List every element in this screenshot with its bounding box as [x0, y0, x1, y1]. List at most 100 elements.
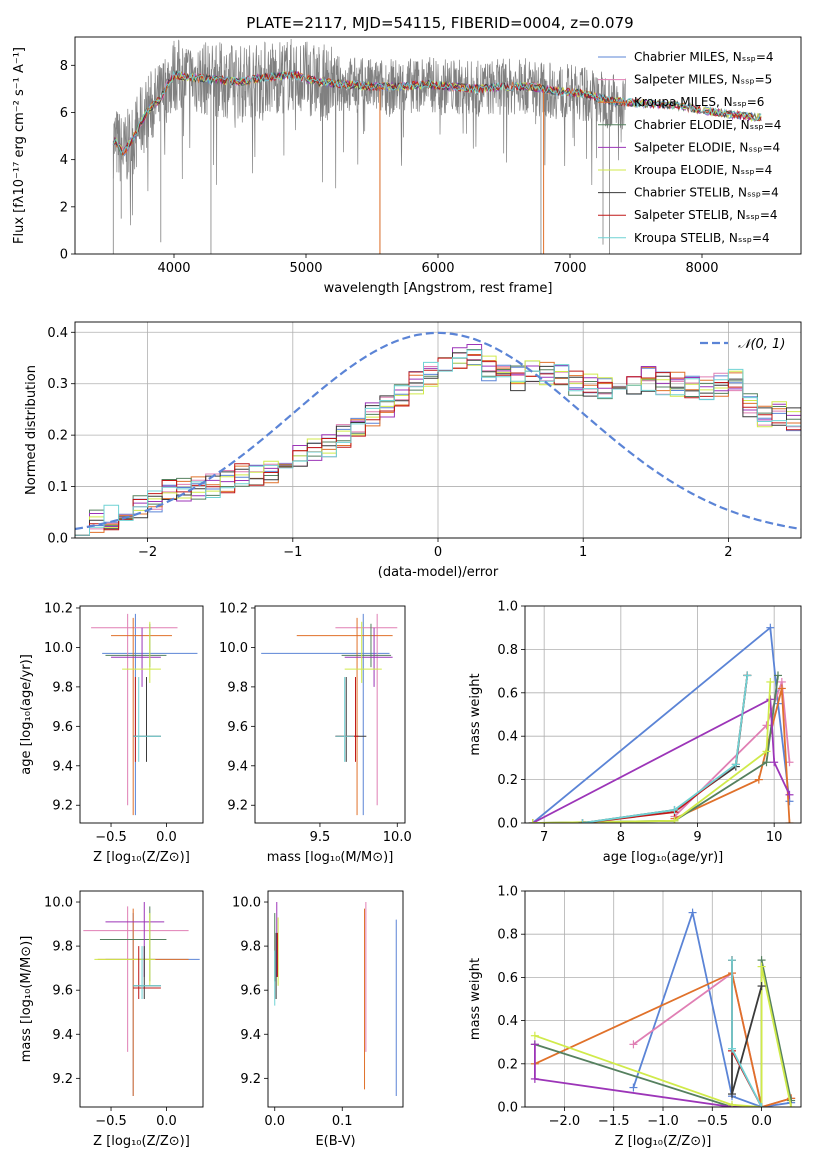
histogram-salpeter-elodie [75, 344, 801, 536]
y-tick-label: 9.6 [227, 720, 248, 735]
errorbar-plot [274, 902, 397, 1096]
series-line [731, 960, 763, 1095]
histogram-salpeter-stelib [75, 354, 801, 536]
x-tick-label: −1.0 [647, 1114, 679, 1129]
series-line [532, 625, 791, 823]
spectrum-legend: Chabrier MILES, Nₛₛₚ=4 Salpeter MILES, Nₛ… [598, 50, 781, 245]
y-tick-label: 9.4 [52, 759, 73, 774]
x-tick-label: −1 [283, 545, 302, 560]
x-tick-label: −2.0 [549, 1114, 581, 1129]
x-tick-label: 7 [540, 830, 548, 845]
y-tick-label: 9.8 [227, 680, 248, 695]
x-axis-label: E(B-V) [315, 1134, 355, 1149]
x-axis-label: Z [log₁₀(Z/Z⊙)] [615, 1134, 712, 1149]
errorbar-plot [261, 613, 398, 816]
y-tick-label: 10.2 [219, 601, 248, 616]
errorbar-kroupa-miles [111, 617, 172, 816]
y-tick-label: 2 [60, 200, 68, 215]
y-tick-label: 9.4 [227, 759, 248, 774]
histogram-chabrier-miles [75, 360, 801, 536]
x-tick-label: 1 [579, 545, 587, 560]
residuals-axes: −2 −1 0 1 2 0.0 0.1 0.2 0.3 0.4 (data-model)/error… [24, 321, 802, 580]
errorbar-salpeter-miles [91, 613, 178, 806]
histogram-chabrier-elodie [75, 349, 801, 536]
y-tick-label: 0.6 [497, 686, 518, 701]
x-tick-label: 9.5 [310, 830, 331, 845]
mass-vs-extinction-axes: 0.0 0.1 9.2 9.4 9.6 9.8 10.0 E(B-V) [232, 890, 404, 1149]
y-tick-label: 10.0 [44, 641, 73, 656]
x-tick-label: 0.1 [332, 1114, 353, 1129]
observed-spectrum-line [112, 38, 626, 226]
spectrum-title: PLATE=2117, MJD=54115, FIBERID=0004, z=0… [246, 14, 633, 32]
y-tick-label: 0.3 [47, 377, 68, 392]
histogram-salpeter-miles [75, 352, 801, 536]
age-vs-metallicity-axes: −0.5 0.0 9.2 9.4 9.6 9.8 10.0 10.2 Z [log₁₀(Z/Z⊙… [19, 601, 204, 865]
x-axis-label: (data-model)/error [378, 565, 499, 580]
y-tick-label: 9.8 [52, 680, 73, 695]
y-tick-label: 9.2 [227, 799, 248, 814]
series-line [534, 1044, 762, 1107]
y-tick-label: 9.4 [52, 1028, 73, 1043]
x-tick-label: 8000 [685, 261, 718, 276]
x-axis-label: mass [log₁₀(M/M⊙)] [267, 850, 394, 865]
x-axis-label: wavelength [Angstrom, rest frame] [324, 281, 553, 296]
x-tick-label: 0.0 [156, 830, 177, 845]
weight-vs-age-axes: 7 8 9 10 0.0 0.2 0.4 0.6 0.8 1.0 age [log₁₀(age/yr… [468, 600, 802, 865]
y-tick-label: 10.2 [44, 601, 73, 616]
y-tick-label: 0.2 [497, 1057, 518, 1072]
y-tick-label: 6 [60, 106, 68, 121]
y-tick-label: 1.0 [497, 600, 518, 615]
x-tick-label: 5000 [289, 261, 322, 276]
y-tick-label: 0.0 [497, 1101, 518, 1116]
errorbar-kroupa-elodie [122, 621, 161, 683]
errorbar-chabrier-stelib [335, 677, 367, 762]
errorbar-salpeter-miles [83, 906, 189, 1052]
series-chabrier-miles [528, 623, 794, 823]
errorbar-chabrier-miles [261, 613, 390, 816]
x-axis-label: age [log₁₀(age/yr)] [603, 850, 724, 865]
series-chabrier-stelib [578, 671, 752, 823]
errorbar-chabrier-elodie [341, 623, 392, 668]
y-tick-label: 0.8 [497, 928, 518, 943]
spectrum-axes: 4000 5000 6000 7000 8000 0 2 4 6 8 wavelength [Ang… [12, 36, 802, 296]
y-axis-label: mass weight [468, 673, 483, 755]
series-kroupa-miles [670, 684, 794, 823]
series-line [582, 675, 749, 823]
y-tick-label: 10.0 [219, 641, 248, 656]
legend-label-kroupa-miles: Kroupa MILES, Nₛₛₚ=6 [634, 95, 764, 109]
x-tick-label: 10.0 [383, 830, 412, 845]
axes-frame [74, 321, 802, 539]
errorbar-salpeter-stelib [335, 677, 359, 762]
y-tick-label: 9.8 [240, 940, 261, 955]
errorbar-chabrier-stelib [133, 677, 161, 762]
errorbar-salpeter-elodie [111, 627, 161, 687]
x-tick-label: 6000 [421, 261, 454, 276]
y-tick-label: 0 [60, 248, 68, 263]
errorbar-salpeter-elodie [344, 627, 393, 687]
series-kroupa-elodie [528, 677, 775, 823]
y-tick-label: 9.2 [240, 1072, 261, 1087]
x-tick-label: −0.5 [95, 1114, 127, 1129]
y-tick-label: 0.8 [497, 643, 518, 658]
y-tick-label: 9.6 [52, 720, 73, 735]
y-tick-label: 9.4 [240, 1028, 261, 1043]
y-tick-label: 4 [60, 153, 68, 168]
mass-vs-metallicity-axes: −0.5 0.0 9.2 9.4 9.6 9.8 10.0 Z [log₁₀(Z/Z⊙)] ma… [19, 890, 204, 1149]
x-tick-label: 10 [766, 830, 783, 845]
errorbar-salpeter-miles [335, 613, 398, 806]
y-tick-label: 9.6 [240, 984, 261, 999]
age-vs-mass-axes: 9.5 10.0 9.2 9.4 9.6 9.8 10.0 10.2 mass [log₁₀(M… [219, 601, 412, 865]
series-line [582, 675, 749, 823]
y-tick-label: 0.2 [497, 773, 518, 788]
errorbar-kroupa-miles [97, 908, 189, 1096]
histogram-kroupa-stelib [75, 349, 801, 536]
legend-label-chabrier-elodie: Chabrier ELODIE, Nₛₛₚ=4 [634, 118, 781, 132]
series-line [582, 675, 749, 823]
x-axis-label: Z [log₁₀(Z/Z⊙)] [93, 850, 190, 865]
y-tick-label: 10.0 [44, 896, 73, 911]
series-line [532, 681, 772, 823]
series-kroupa-stelib [728, 956, 766, 1107]
axes-frame [267, 890, 404, 1108]
y-tick-label: 0.4 [497, 1014, 518, 1029]
x-tick-label: −1.5 [598, 1114, 630, 1129]
